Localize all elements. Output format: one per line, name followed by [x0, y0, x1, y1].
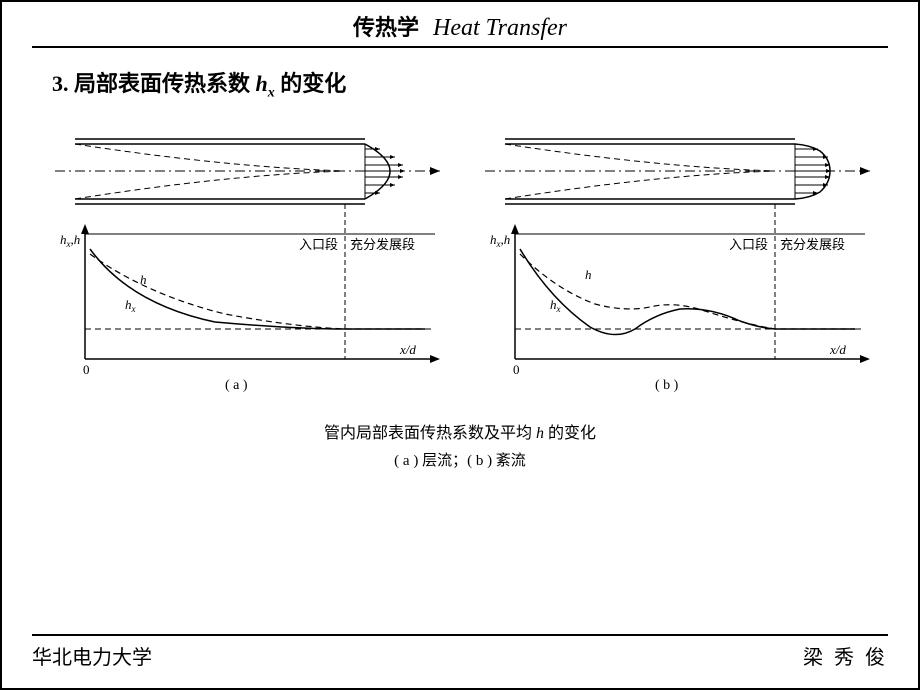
page-header: 传热学 Heat Transfer [32, 2, 888, 48]
diagram-b: hx,h 入口段 充分发展段 h hx 0 x/d ( b ) [475, 129, 875, 399]
caption-var: h [536, 425, 544, 442]
header-english: Heat Transfer [433, 15, 567, 41]
caption-main: 管内局部表面传热系数及平均 h 的变化 [2, 419, 918, 443]
y-axis-label-b: hx,h [490, 232, 510, 249]
h-label-b: h [585, 267, 592, 282]
footer-university: 华北电力大学 [32, 641, 152, 670]
subplot-label-b: ( b ) [655, 378, 679, 393]
section-number: 3. [52, 71, 69, 96]
caption-post: 的变化 [548, 425, 596, 442]
caption-pre: 管内局部表面传热系数及平均 [324, 425, 532, 442]
origin-b: 0 [513, 362, 520, 377]
chart-b: hx,h 入口段 充分发展段 h hx 0 x/d ( b ) [490, 204, 870, 393]
pipe-a [55, 139, 440, 204]
section-variable: h [256, 71, 268, 96]
y-axis-label-a: hx,h [60, 232, 80, 249]
svg-diagram-a: hx,h 入口段 充分发展段 h hx 0 x/d ( [45, 129, 445, 399]
diagram-a: hx,h 入口段 充分发展段 h hx 0 x/d ( [45, 129, 445, 399]
h-label-a: h [140, 272, 147, 287]
footer-author: 梁 秀 俊 [803, 641, 888, 670]
origin-a: 0 [83, 362, 90, 377]
caption-sub: ( a ) 层流；( b ) 紊流 [2, 449, 918, 470]
x-axis-label-a: x/d [399, 342, 416, 357]
section-title: 3. 局部表面传热系数 hx 的变化 [2, 48, 918, 101]
developed-label-b: 充分发展段 [780, 237, 845, 252]
hx-label-a: hx [125, 297, 136, 314]
x-axis-label-b: x/d [829, 342, 846, 357]
page-footer: 华北电力大学 梁 秀 俊 [32, 634, 888, 670]
section-title-pre: 局部表面传热系数 [74, 71, 250, 96]
diagrams-container: hx,h 入口段 充分发展段 h hx 0 x/d ( [2, 129, 918, 399]
section-subscript: x [268, 85, 275, 100]
entrance-label-a: 入口段 [299, 237, 338, 252]
section-title-post: 的变化 [280, 71, 346, 96]
developed-label-a: 充分发展段 [350, 237, 415, 252]
svg-diagram-b: hx,h 入口段 充分发展段 h hx 0 x/d ( b ) [475, 129, 875, 399]
chart-a: hx,h 入口段 充分发展段 h hx 0 x/d ( [60, 204, 440, 393]
subplot-label-a: ( a ) [225, 378, 248, 393]
entrance-label-b: 入口段 [729, 237, 768, 252]
pipe-b [485, 139, 870, 204]
header-chinese: 传热学 [353, 15, 419, 40]
